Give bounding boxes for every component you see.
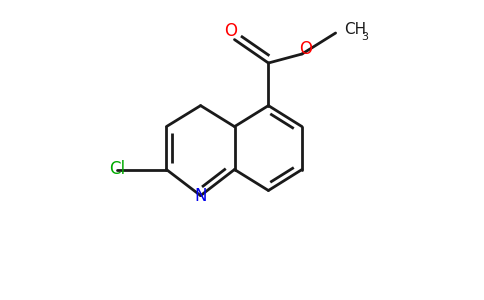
Text: Cl: Cl	[109, 160, 125, 178]
Text: O: O	[299, 40, 312, 58]
Text: N: N	[195, 187, 207, 205]
Text: CH: CH	[344, 22, 366, 38]
Text: 3: 3	[362, 32, 368, 42]
Text: O: O	[224, 22, 237, 40]
